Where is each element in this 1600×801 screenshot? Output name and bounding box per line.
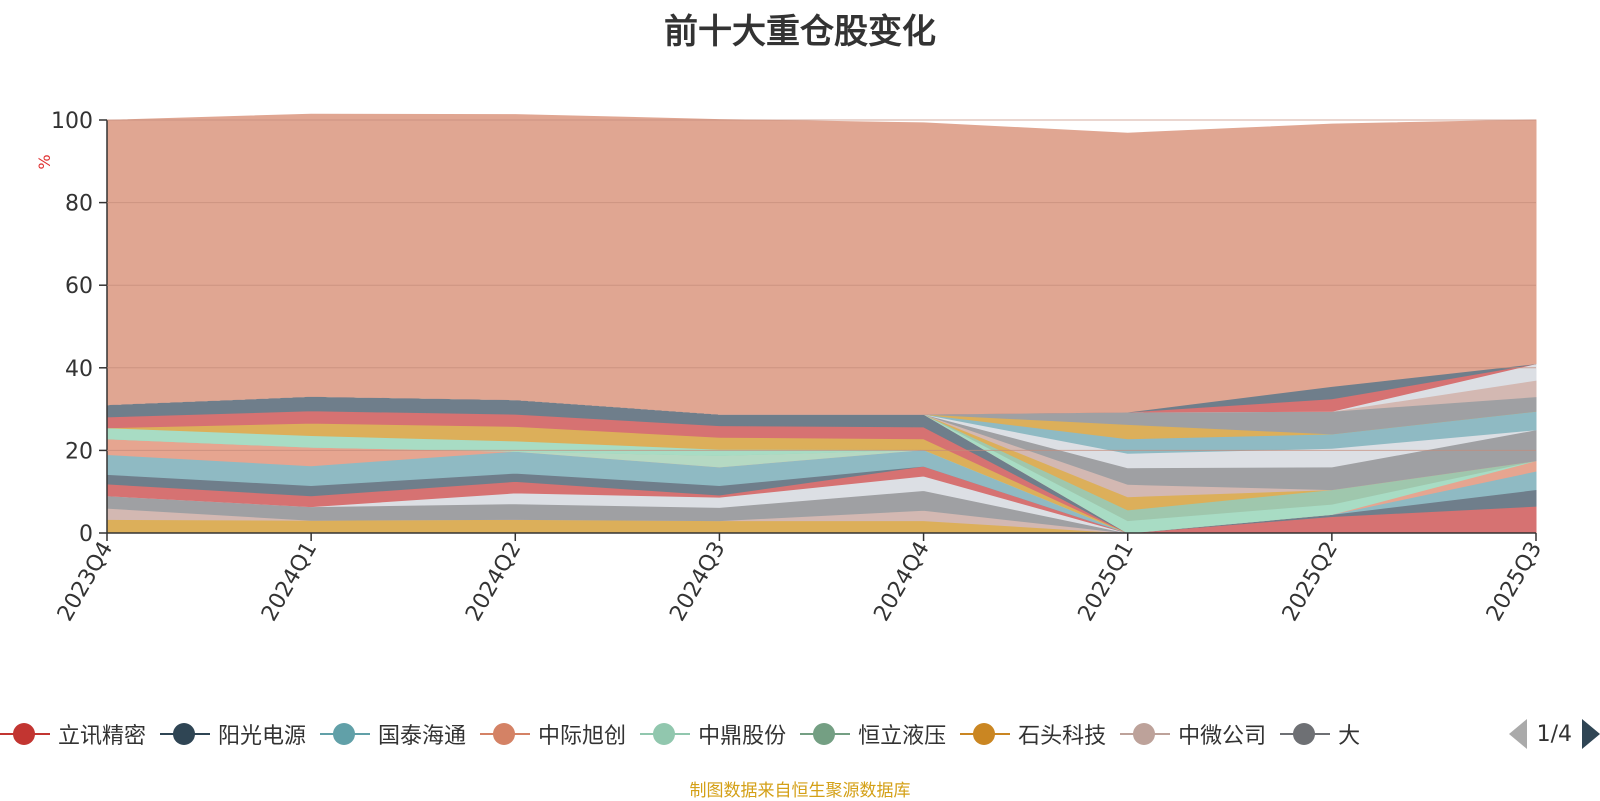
legend-marker-icon xyxy=(640,721,691,747)
x-tick-label: 2025Q2 xyxy=(1278,538,1343,626)
data-source-note: 制图数据来自恒生聚源数据库 xyxy=(689,781,911,801)
legend-marker-icon xyxy=(960,721,1011,747)
chart-legend: 立讯精密 阳光电源 国泰海通 中际旭创 中鼎股份 恒立液压 石头科技 中微公司 大 xyxy=(0,712,1600,756)
area-series-31 xyxy=(106,113,1537,415)
legend-marker-icon xyxy=(320,721,371,747)
legend-label: 阳光电源 xyxy=(218,724,307,749)
x-tick-label: 2025Q1 xyxy=(1074,538,1139,626)
y-tick-label: 100 xyxy=(51,109,93,134)
y-tick-label: 20 xyxy=(65,439,93,464)
x-tick-label: 2025Q3 xyxy=(1482,538,1547,626)
legend-next-page-icon[interactable] xyxy=(1582,719,1600,749)
legend-label: 中鼎股份 xyxy=(698,724,787,749)
y-tick-label: 60 xyxy=(65,274,93,299)
legend-item[interactable]: 中微公司 xyxy=(1120,718,1266,750)
y-tick-label: 0 xyxy=(79,522,93,547)
y-tick-label: 40 xyxy=(65,357,93,382)
legend-marker-icon xyxy=(480,721,531,747)
legend-marker-icon xyxy=(800,721,851,747)
legend-item[interactable]: 中鼎股份 xyxy=(640,718,786,750)
legend-item[interactable]: 阳光电源 xyxy=(160,718,306,750)
x-tick-label: 2024Q4 xyxy=(869,538,934,626)
legend-prev-page-icon[interactable] xyxy=(1508,719,1527,749)
grid-lines xyxy=(107,119,1536,451)
legend-item[interactable]: 石头科技 xyxy=(960,718,1106,750)
legend-label: 中微公司 xyxy=(1178,724,1267,749)
x-tick-label: 2024Q3 xyxy=(665,538,730,626)
y-tick-label: 80 xyxy=(65,192,93,217)
legend-pager: 1/4 xyxy=(1490,712,1600,756)
x-tick-label: 2023Q4 xyxy=(53,538,118,626)
x-tick-label: 2024Q1 xyxy=(257,538,322,626)
legend-label: 立讯精密 xyxy=(58,724,147,749)
stacked-area-chart: 0 20 40 60 80 100 2023Q4 2024Q1 2024Q2 2024Q3 2024… xyxy=(35,109,1547,626)
legend-item[interactable]: 大 xyxy=(1280,718,1360,750)
area-series xyxy=(106,113,1537,534)
legend-label: 石头科技 xyxy=(1018,724,1107,749)
legend-item[interactable]: 立讯精密 xyxy=(0,718,146,750)
legend-item[interactable]: 国泰海通 xyxy=(320,718,466,750)
chart-title: 前十大重仓股变化 xyxy=(664,12,936,52)
legend-label: 国泰海通 xyxy=(378,724,467,749)
legend-label: 大 xyxy=(1338,724,1361,749)
legend-label: 恒立液压 xyxy=(858,724,947,749)
legend-marker-icon xyxy=(1280,721,1331,747)
legend-item[interactable]: 中际旭创 xyxy=(480,718,626,750)
y-axis-unit-label: % xyxy=(35,154,54,169)
legend-marker-icon xyxy=(160,721,211,747)
legend-marker-icon xyxy=(0,721,50,747)
legend-item[interactable]: 恒立液压 xyxy=(800,718,946,750)
legend-label: 中际旭创 xyxy=(538,724,627,749)
legend-page-indicator: 1/4 xyxy=(1536,721,1572,747)
legend-marker-icon xyxy=(1120,721,1171,747)
x-tick-label: 2024Q2 xyxy=(461,538,526,626)
